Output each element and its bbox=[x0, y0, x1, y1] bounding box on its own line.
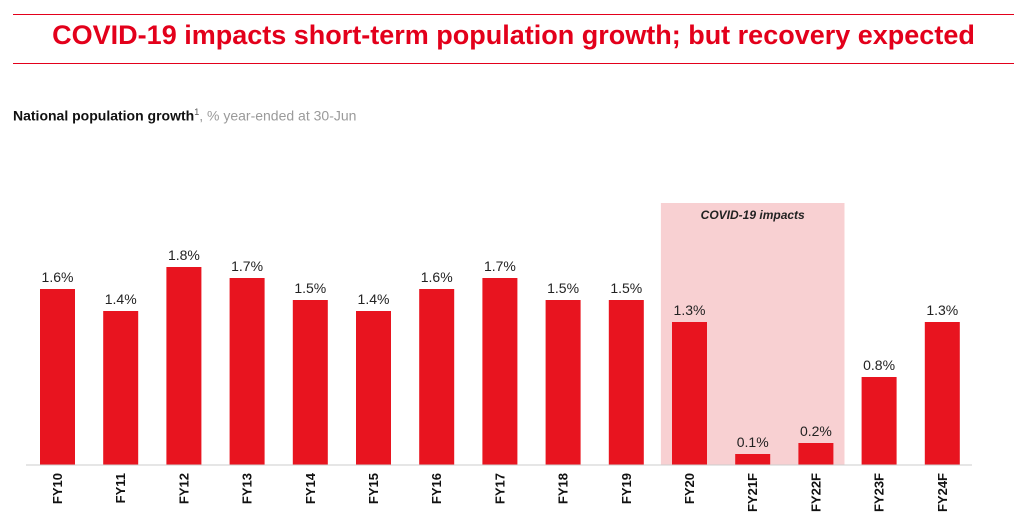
bar-fy20 bbox=[672, 322, 707, 465]
category-label-fy14: FY14 bbox=[303, 472, 318, 504]
category-label-fy24f: FY24F bbox=[935, 473, 950, 512]
value-label-fy11: 1.4% bbox=[105, 291, 137, 307]
bar-fy23f bbox=[861, 377, 897, 465]
value-label-fy21f: 0.1% bbox=[737, 434, 769, 450]
category-label-fy18: FY18 bbox=[556, 473, 571, 504]
value-label-fy20: 1.3% bbox=[674, 302, 706, 318]
title-rule-bottom bbox=[13, 63, 1014, 64]
value-label-fy16: 1.6% bbox=[421, 269, 453, 285]
bar-fy10 bbox=[40, 289, 75, 465]
subtitle-footnote-marker: 1 bbox=[194, 107, 200, 117]
bar-fy19 bbox=[608, 300, 644, 465]
value-label-fy10: 1.6% bbox=[42, 269, 74, 285]
category-label-fy21f: FY21F bbox=[745, 473, 760, 512]
bar-fy21f bbox=[735, 454, 771, 465]
title-rule-top bbox=[13, 14, 1014, 15]
subtitle-bold: National population growth bbox=[13, 107, 195, 124]
category-label-fy22f: FY22F bbox=[808, 473, 823, 512]
category-label-fy16: FY16 bbox=[429, 473, 444, 504]
value-label-fy23f: 0.8% bbox=[863, 357, 895, 373]
chart-subtitle: National population growth1, % year-ende… bbox=[13, 107, 356, 124]
value-label-fy17: 1.7% bbox=[484, 258, 516, 274]
subtitle-rest: , % year-ended at 30-Jun bbox=[199, 107, 357, 124]
covid-highlight-label: COVID-19 impacts bbox=[701, 208, 805, 222]
bar-fy24f bbox=[924, 322, 960, 465]
value-label-fy18: 1.5% bbox=[547, 280, 579, 296]
category-label-fy15: FY15 bbox=[366, 473, 381, 504]
category-label-fy19: FY19 bbox=[619, 473, 634, 504]
bar-fy14 bbox=[292, 300, 328, 465]
category-label-fy11: FY11 bbox=[113, 473, 128, 503]
page-title: COVID-19 impacts short-term population g… bbox=[52, 20, 975, 50]
bar-fy17 bbox=[482, 278, 518, 465]
value-label-fy13: 1.7% bbox=[231, 258, 263, 274]
category-label-fy17: FY17 bbox=[492, 473, 507, 504]
bar-fy22f bbox=[798, 443, 834, 465]
bar-fy18 bbox=[545, 300, 581, 465]
bar-fy15 bbox=[356, 311, 391, 465]
value-label-fy24f: 1.3% bbox=[926, 302, 958, 318]
bar-fy11 bbox=[103, 311, 139, 465]
bar-fy12 bbox=[166, 267, 202, 465]
bar-fy16 bbox=[419, 289, 455, 465]
value-label-fy15: 1.4% bbox=[358, 291, 390, 307]
category-label-fy13: FY13 bbox=[240, 473, 255, 504]
value-label-fy22f: 0.2% bbox=[800, 423, 832, 439]
category-label-fy12: FY12 bbox=[176, 473, 191, 504]
value-label-fy12: 1.8% bbox=[168, 247, 200, 263]
category-label-fy10: FY10 bbox=[50, 473, 65, 504]
category-label-fy23f: FY23F bbox=[872, 473, 887, 512]
bar-fy13 bbox=[229, 278, 265, 465]
value-label-fy14: 1.5% bbox=[294, 280, 326, 296]
category-label-fy20: FY20 bbox=[682, 473, 697, 504]
value-label-fy19: 1.5% bbox=[610, 280, 642, 296]
